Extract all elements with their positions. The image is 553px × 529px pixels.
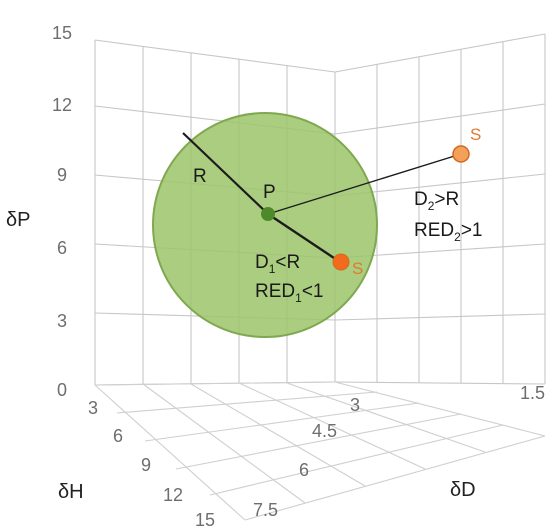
dd-tick: 4.5 — [312, 421, 337, 441]
dh-tick: 9 — [141, 455, 151, 475]
dd-tick: 7.5 — [253, 500, 278, 520]
dh-tick: 15 — [195, 510, 215, 529]
dd-tick-labels: 7.5 6 4.5 3 1.5 — [253, 383, 545, 520]
dd-axis-label: δD — [450, 479, 476, 501]
solvent-point-inside — [332, 253, 350, 271]
dd-tick: 6 — [299, 460, 309, 480]
outside-red-text: RED2>1 — [414, 220, 482, 244]
dp-tick: 6 — [57, 238, 67, 258]
floor-grid — [94, 381, 546, 521]
dp-tick-labels: 15 12 9 6 3 0 — [52, 23, 72, 400]
center-label: P — [263, 182, 276, 203]
dp-tick: 0 — [57, 380, 67, 400]
solvent-point-outside — [452, 145, 470, 163]
distance-line-outside — [267, 153, 462, 215]
dd-tick: 3 — [350, 395, 360, 415]
distance-line-inside — [267, 213, 341, 263]
outside-annotation: D2>R RED2>1 — [414, 189, 482, 244]
dh-axis-label: δH — [58, 481, 84, 503]
inside-annotation: D1<R RED1<1 — [255, 252, 323, 305]
dh-tick-labels: 3 6 9 12 15 — [88, 398, 215, 529]
solvent-label-outside: S — [470, 125, 481, 144]
solvent-label-inside: S — [352, 259, 363, 278]
dh-tick: 6 — [113, 426, 123, 446]
dh-tick: 3 — [88, 398, 98, 418]
dp-axis-label: δP — [6, 209, 30, 231]
outside-distance-text: D2>R — [414, 189, 459, 213]
radius-label: R — [193, 166, 207, 187]
radius-line — [182, 132, 269, 215]
inside-distance-text: D1<R — [255, 252, 300, 276]
dh-tick: 12 — [163, 485, 183, 505]
dp-tick: 3 — [57, 311, 67, 331]
inside-red-text: RED1<1 — [255, 281, 323, 305]
side-wall-grid — [334, 33, 546, 385]
sphere-center-point — [261, 207, 275, 221]
solubility-sphere — [152, 112, 378, 338]
dd-tick: 1.5 — [520, 383, 545, 403]
dp-tick: 9 — [57, 165, 67, 185]
dp-tick: 12 — [52, 95, 72, 115]
dp-tick: 15 — [52, 23, 72, 43]
